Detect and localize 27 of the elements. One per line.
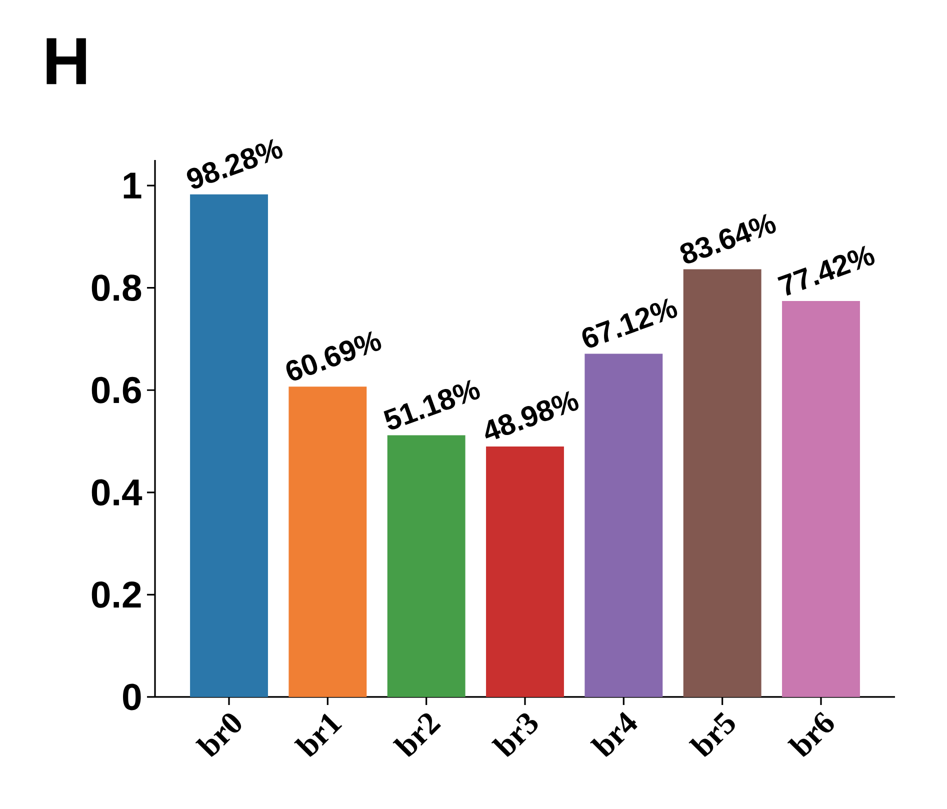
bar (584, 354, 663, 697)
bar (190, 194, 268, 697)
bar (288, 386, 367, 697)
bar (387, 435, 466, 697)
bar (782, 301, 860, 697)
y-tick-label: 1 (124, 172, 142, 198)
data-label: 67.12% (582, 298, 678, 348)
chart-title: H (46, 38, 86, 84)
bar (486, 446, 564, 697)
data-label: 48.98% (485, 391, 578, 440)
x-tick-label: br6 (787, 712, 834, 757)
x-tick-label: br2 (392, 713, 442, 757)
x-tick-label: br0 (195, 714, 242, 757)
bar (683, 269, 762, 697)
y-tick-label: 0.4 (92, 479, 142, 506)
x-tick-label: br1 (294, 714, 342, 757)
data-label: 51.18% (384, 380, 480, 430)
y-tick-label: 0 (123, 684, 141, 710)
x-tick-label: br3 (491, 713, 538, 757)
data-label: 83.64% (680, 214, 776, 264)
y-tick-label: 0.6 (92, 376, 141, 404)
y-tick-label: 0.2 (92, 581, 141, 608)
x-tick-label: br4 (590, 712, 638, 757)
y-tick-label: 0.8 (92, 274, 142, 302)
data-label: 60.69% (286, 331, 382, 380)
x-tick-label: br5 (688, 712, 735, 757)
data-label: 98.28% (186, 139, 282, 189)
